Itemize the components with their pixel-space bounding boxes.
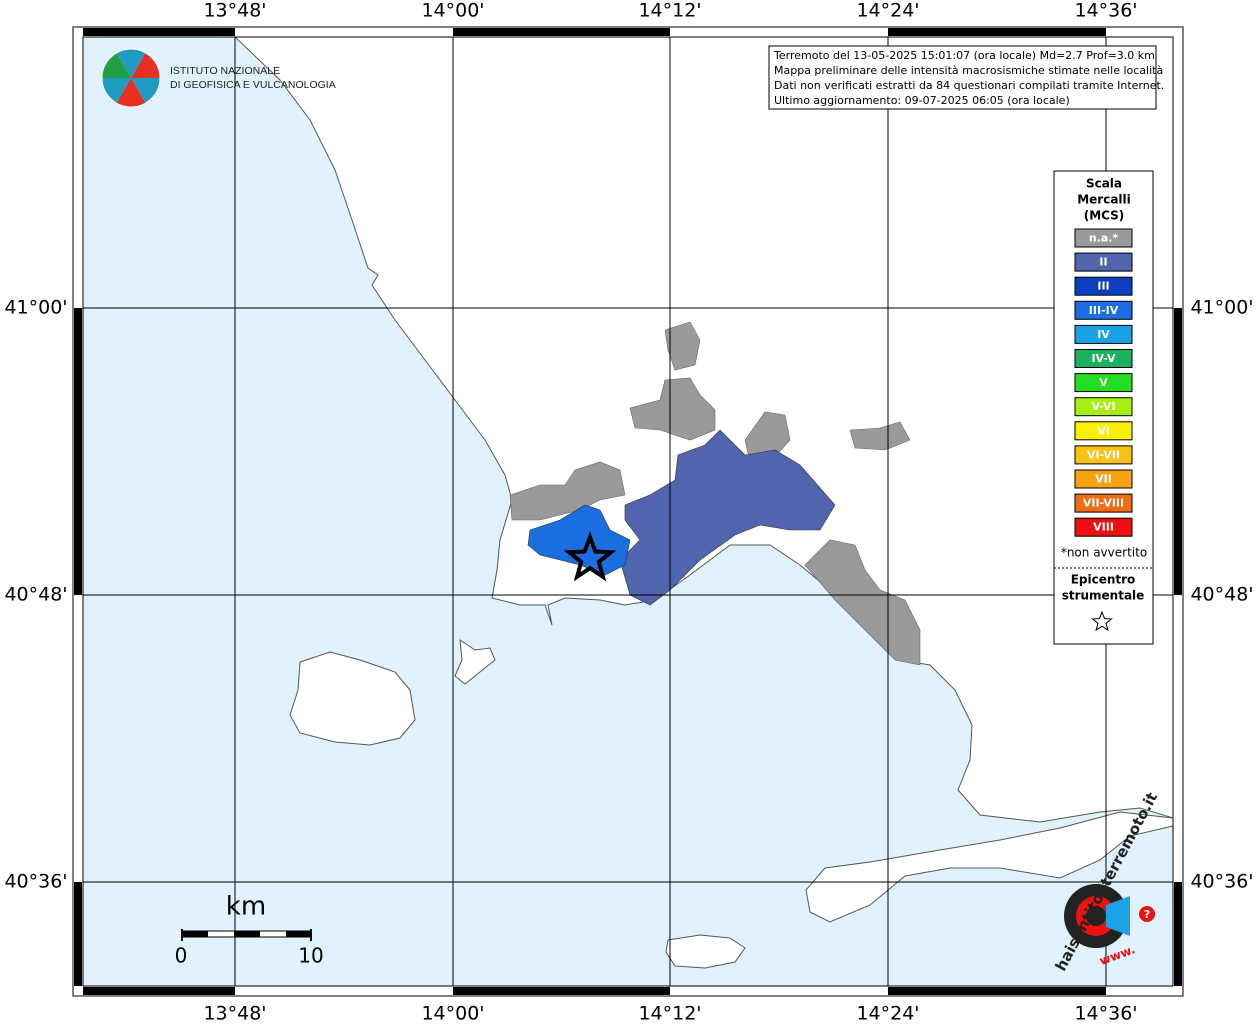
legend-label: IV xyxy=(1097,328,1110,341)
scale-label: 0 xyxy=(175,944,188,968)
logo-text: ISTITUTO NAZIONALE xyxy=(170,65,280,77)
lat-label: 40°48' xyxy=(1190,584,1253,606)
legend-label: VII-VIII xyxy=(1083,497,1124,510)
legend-label: VI xyxy=(1097,424,1110,437)
legend-label: II xyxy=(1099,256,1107,269)
legend-swatch xyxy=(1074,300,1133,320)
info-line: Dati non verificati estratti da 84 quest… xyxy=(774,79,1164,92)
scale-unit: km xyxy=(226,892,266,922)
lon-label: 14°24' xyxy=(856,0,919,22)
frame-bar xyxy=(453,28,670,36)
info-line: Terremoto del 13-05-2025 15:01:07 (ora l… xyxy=(773,49,1155,62)
info-line: Ultimo aggiornamento: 09-07-2025 06:05 (… xyxy=(774,94,1070,107)
lon-label: 13°48' xyxy=(203,0,266,22)
legend-epicenter: Epicentro xyxy=(1071,573,1136,587)
area-ii xyxy=(619,429,836,606)
legend-swatch xyxy=(1074,228,1133,248)
logo-globe xyxy=(101,48,161,108)
lon-label: 14°36' xyxy=(1074,0,1137,22)
frame xyxy=(72,26,1184,997)
site-logo xyxy=(1106,896,1130,936)
legend-label: n.a.* xyxy=(1089,232,1119,245)
area-na xyxy=(804,539,921,666)
logo-text: DI GEOFISICA E VULCANOLOGIA xyxy=(170,79,336,91)
legend-swatch xyxy=(1074,445,1133,465)
legend-label: V-VI xyxy=(1091,400,1115,413)
epicenter xyxy=(563,531,617,582)
lat-label: 41°00' xyxy=(4,297,67,319)
info-box xyxy=(768,45,1157,110)
area-na xyxy=(664,321,701,371)
area-na xyxy=(629,377,716,441)
legend-swatch xyxy=(1074,397,1133,417)
sorrento-peninsula xyxy=(805,811,1174,923)
frame-bar xyxy=(1174,308,1182,595)
info-line: Mappa preliminare delle intensità macros… xyxy=(774,64,1163,77)
scale-bar xyxy=(182,931,208,937)
lon-label: 14°36' xyxy=(1074,1003,1137,1024)
legend-label: IV-V xyxy=(1091,352,1116,365)
lon-label: 14°12' xyxy=(638,1003,701,1024)
scale-label: 10 xyxy=(298,944,323,968)
legend-label: VI-VII xyxy=(1087,448,1120,461)
frame-bar xyxy=(888,987,1106,995)
scale-bar xyxy=(286,931,311,937)
frame-bar xyxy=(1174,882,1182,986)
lat-label: 40°36' xyxy=(1190,871,1253,893)
frame-bar xyxy=(453,987,670,995)
legend-swatch xyxy=(1074,373,1133,393)
legend-label: III-IV xyxy=(1089,304,1119,317)
legend-title: Scala xyxy=(1086,177,1122,191)
lon-label: 14°00' xyxy=(421,0,484,22)
site-logo-mark: ? xyxy=(1144,908,1150,921)
lat-label: 40°48' xyxy=(4,584,67,606)
frame-bar xyxy=(83,28,235,36)
legend-epicenter: strumentale xyxy=(1062,589,1145,603)
site-logo xyxy=(1086,906,1106,926)
legend-swatch xyxy=(1074,276,1133,296)
logo-globe xyxy=(116,48,146,78)
legend-label: V xyxy=(1099,376,1108,389)
frame-bar xyxy=(83,987,235,995)
frame-bar xyxy=(888,28,1106,36)
legend-title: Mercalli xyxy=(1077,193,1131,207)
area-na xyxy=(849,421,911,451)
legend-swatch xyxy=(1074,493,1133,513)
lon-label: 13°48' xyxy=(203,1003,266,1024)
legend-swatch xyxy=(1074,349,1133,368)
frame-bar xyxy=(74,882,82,986)
lat-label: 40°36' xyxy=(4,871,67,893)
capri xyxy=(665,934,746,969)
lat-label: 41°00' xyxy=(1190,297,1253,319)
legend-label: VIII xyxy=(1093,521,1114,534)
legend-label: VII xyxy=(1095,473,1112,486)
legend-star xyxy=(1091,610,1113,632)
site-logo xyxy=(1139,906,1155,922)
area-na xyxy=(509,461,626,521)
scale-bar xyxy=(234,931,260,937)
legend-label: III xyxy=(1097,280,1109,293)
lon-label: 14°00' xyxy=(421,1003,484,1024)
frame-inner xyxy=(82,36,1174,987)
legend-title: (MCS) xyxy=(1084,209,1125,223)
procida xyxy=(454,638,496,685)
legend-swatch xyxy=(1074,252,1133,272)
legend-swatch xyxy=(1074,469,1133,489)
lon-label: 14°12' xyxy=(638,0,701,22)
legend-note: *non avvertito xyxy=(1061,546,1147,560)
legend-swatch xyxy=(1074,421,1133,441)
logo-globe xyxy=(116,78,146,107)
legend-swatch xyxy=(1074,324,1133,344)
ischia xyxy=(289,651,416,746)
frame-bar xyxy=(74,308,82,595)
lon-label: 14°24' xyxy=(856,1003,919,1024)
legend-swatch xyxy=(1074,517,1133,537)
